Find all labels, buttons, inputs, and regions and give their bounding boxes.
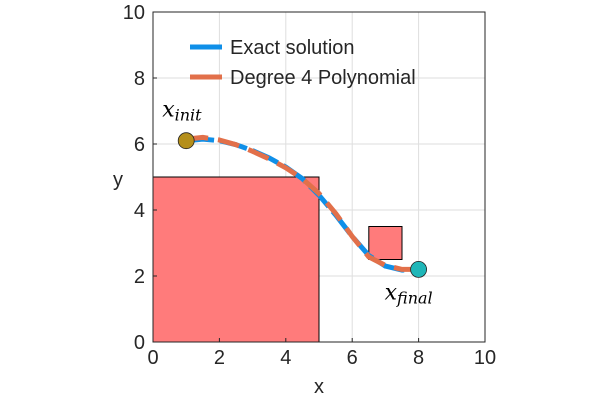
plot-frame bbox=[152, 11, 486, 343]
ticks: 0 2 4 6 8 10 0 2 4 6 8 10 bbox=[123, 2, 496, 369]
annotation-final: xfinal bbox=[385, 280, 433, 307]
point-final-marker bbox=[410, 260, 428, 278]
y-tick-label: 8 bbox=[134, 68, 145, 90]
annotation-init: xinit bbox=[162, 98, 202, 125]
legend-label-1: Exact solution bbox=[230, 37, 355, 59]
y-tick-label: 2 bbox=[134, 266, 145, 288]
legend-label-2: Degree 4 Polynomial bbox=[230, 67, 416, 89]
x-tick-label: 2 bbox=[214, 347, 225, 369]
x-tick-label: 8 bbox=[413, 347, 424, 369]
obstacles bbox=[152, 176, 403, 343]
endpoint-markers bbox=[177, 132, 428, 278]
annotations: xinit xfinal bbox=[162, 98, 432, 308]
x-tick-label: 10 bbox=[474, 347, 496, 369]
point-init-marker bbox=[177, 132, 195, 150]
y-tick-label: 0 bbox=[134, 332, 145, 354]
legend: Exact solution Degree 4 Polynomial bbox=[190, 37, 416, 89]
x-axis-label: x bbox=[314, 376, 324, 398]
x-tick-label: 6 bbox=[347, 347, 358, 369]
obstacle-1 bbox=[152, 176, 320, 343]
y-axis-label: y bbox=[113, 169, 123, 191]
y-tick-label: 6 bbox=[134, 134, 145, 156]
series-lines bbox=[185, 134, 419, 273]
x-tick-label: 0 bbox=[147, 347, 158, 369]
y-tick-label: 10 bbox=[123, 2, 145, 24]
series-line-2 bbox=[185, 134, 419, 272]
x-tick-label: 4 bbox=[280, 347, 291, 369]
obstacle-2 bbox=[368, 226, 403, 260]
y-tick-label: 4 bbox=[134, 200, 145, 222]
